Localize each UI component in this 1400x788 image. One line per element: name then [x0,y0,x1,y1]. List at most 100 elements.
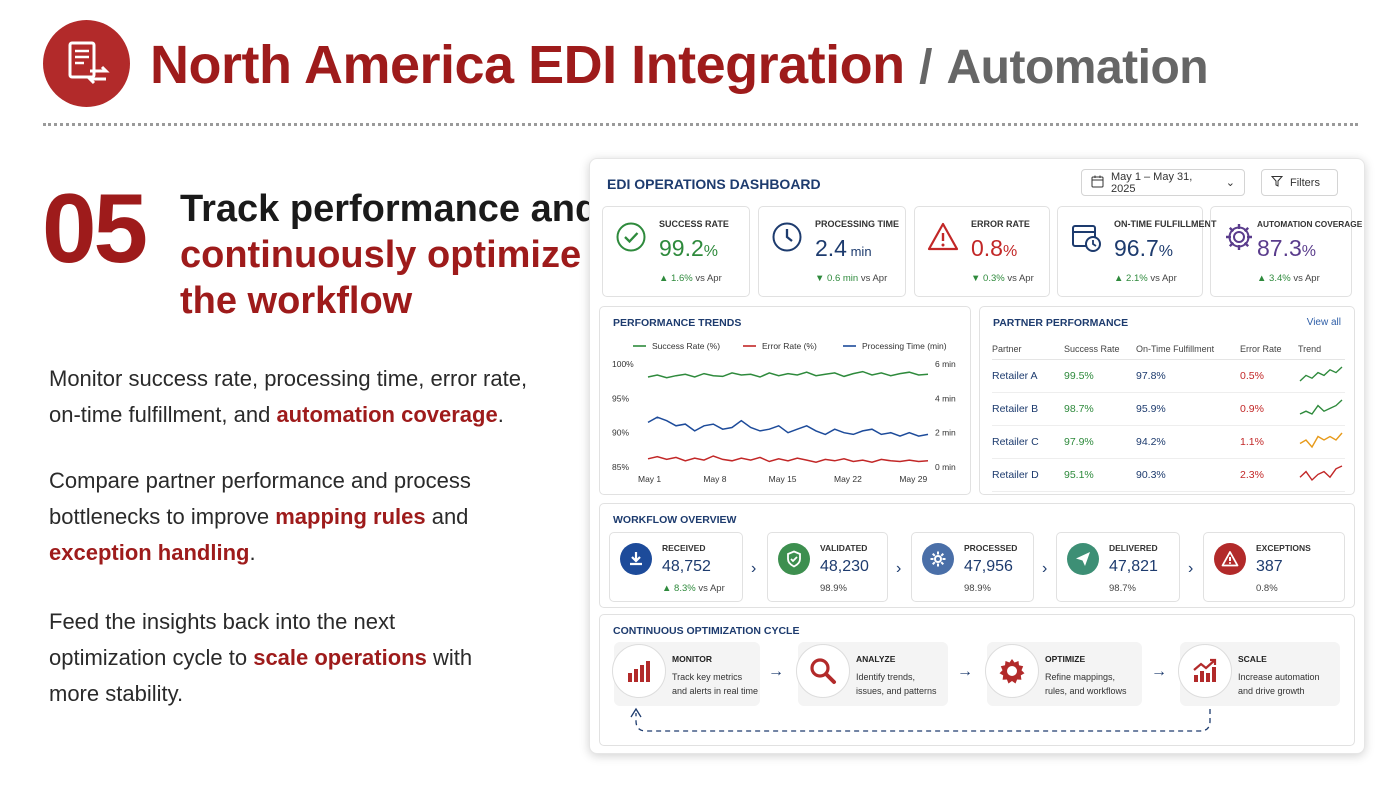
table-row[interactable]: Retailer B 98.7% 95.9% 0.9% [992,392,1345,426]
trend-sparkline [1299,399,1343,415]
cycle-step-monitor[interactable]: MONITOR Track key metrics and alerts in r… [612,642,760,706]
p2-mid: and [425,504,469,529]
p2-highlight-2: exception handling [49,540,250,565]
table-header-row: Partner Success Rate On-Time Fulfillment… [992,339,1345,360]
view-all-link[interactable]: View all [1306,317,1341,328]
partner-name: Retailer B [992,392,1064,426]
workflow-stage-exceptions[interactable]: EXCEPTIONS 387 0.8% [1203,532,1345,602]
kpi-number: 87.3 [1257,235,1302,261]
kpi-change-value: ▼ 0.6 min [815,273,859,284]
bar-chart-icon [612,644,666,698]
series-line [647,416,929,437]
stage-value: 47,821 [1109,558,1158,575]
paragraph-feed: Feed the insights back into the next opt… [49,604,509,712]
table-row[interactable]: Retailer A 99.5% 97.8% 0.5% [992,359,1345,393]
kpi-label: SUCCESS RATE [659,219,729,229]
stage-value: 387 [1256,558,1283,575]
partner-ontime: 97.8% [1136,359,1240,393]
kpi-change-vs: vs Apr [858,273,888,284]
shield-check-icon [778,543,810,575]
chevron-right-icon: › [1042,560,1048,577]
document-exchange-icon [68,41,110,84]
step-title-line1: Track performance and [180,188,599,230]
workflow-stage-validated[interactable]: VALIDATED 48,230 98.9% [767,532,888,602]
desc-line1: Track key metrics [672,672,743,682]
brand-logo [43,20,130,107]
workflow-stage-received[interactable]: RECEIVED 48,752 ▲ 8.3% vs Apr [609,532,743,602]
calendar-icon [1091,175,1104,191]
check-circle-icon [616,222,646,252]
kpi-label: ON-TIME FULFILLMENT [1114,219,1217,229]
date-range-value: May 1 – May 31, 2025 [1111,170,1193,195]
title-main: North America EDI Integration [150,35,905,95]
series-line [647,455,929,463]
cycle-step-analyze[interactable]: ANALYZE Identify trends, issues, and patt… [796,642,948,706]
kpi-change-value: ▼ 0.3% [971,273,1005,284]
kpi-change: ▲ 1.6% vs Apr [659,273,722,284]
col-on-time: On-Time Fulfillment [1136,339,1240,360]
kpi-change-vs: vs Apr [1290,273,1320,284]
workflow-title: WORKFLOW OVERVIEW [613,514,737,526]
kpi-change-vs: vs Apr [1147,273,1177,284]
workflow-stage-processed[interactable]: PROCESSED 47,956 98.9% [911,532,1034,602]
cycle-step-desc: Increase automation and drive growth [1238,670,1320,698]
sparkline-path [1299,465,1343,482]
p1-end: . [497,402,504,427]
arrow-right-icon: → [957,663,973,680]
dashboard-title: EDI OPERATIONS DASHBOARD [607,176,821,192]
kpi-unit: % [703,243,718,260]
date-range-picker[interactable]: May 1 – May 31, 2025 ⌄ [1081,169,1245,196]
cycle-step-label: SCALE [1238,654,1267,664]
cycle-step-desc: Track key metrics and alerts in real time [672,670,758,698]
workflow-stage-delivered[interactable]: DELIVERED 47,821 98.7% [1056,532,1180,602]
kpi-unit: % [1301,243,1316,260]
stage-sub-value: ▲ 8.3% [662,583,696,594]
trends-title: PERFORMANCE TRENDS [613,317,742,329]
partner-error: 1.1% [1240,425,1298,459]
stage-label: VALIDATED [820,543,868,553]
kpi-value: 2.4 min [815,235,872,262]
stage-value: 47,956 [964,558,1013,575]
cycle-step-desc: Identify trends, issues, and patterns [856,670,937,698]
kpi-change: ▼ 0.3% vs Apr [971,273,1034,284]
step-title-line2: continuously optimize [180,234,582,276]
kpi-change-value: ▲ 1.6% [659,273,693,284]
table-row[interactable]: Retailer D 95.1% 90.3% 2.3% [992,458,1345,492]
kpi-change: ▲ 3.4% vs Apr [1257,273,1320,284]
arrow-right-icon: → [1151,663,1167,680]
stage-sub: 98.9% [820,583,847,594]
step-title: Track performance and continuously optim… [180,186,598,324]
kpi-value: 87.3% [1257,235,1316,262]
step-number: 05 [42,173,148,283]
stage-sub: 98.9% [964,583,991,594]
series-line [647,370,929,379]
kpi-value: 0.8% [971,235,1017,262]
filters-button[interactable]: Filters [1261,169,1338,196]
kpi-card-automation-coverage: AUTOMATION COVERAGE 87.3% ▲ 3.4% vs Apr [1210,206,1362,297]
sparkline-path [1299,399,1343,415]
p2-text: Compare partner performance and process … [49,468,471,529]
partner-title: PARTNER PERFORMANCE [993,317,1129,329]
desc-line2: and alerts in real time [672,686,759,696]
cycle-step-optimize[interactable]: OPTIMIZE Refine mappings, rules, and work… [985,642,1142,706]
cycle-step-label: MONITOR [672,654,712,664]
dotted-divider [43,123,1358,126]
p3-end: with more stability. [49,645,473,706]
table-row[interactable]: Retailer C 97.9% 94.2% 1.1% [992,425,1345,459]
cycle-step-label: OPTIMIZE [1045,654,1086,664]
stage-label: RECEIVED [662,543,706,553]
gear-icon [922,543,954,575]
cycle-step-scale[interactable]: SCALE Increase automation and drive growt… [1178,642,1340,706]
kpi-value: 99.2% [659,235,718,262]
stage-value: 48,230 [820,558,869,575]
desc-line2: rules, and workflows [1045,686,1127,696]
partner-ontime: 90.3% [1136,458,1240,492]
desc-line2: and drive growth [1238,686,1305,696]
y-left-tick: 95% [612,393,629,403]
stage-value: 48,752 [662,558,711,575]
warning-triangle-icon [927,222,959,251]
performance-trends-panel: PERFORMANCE TRENDS Success Rate (%) Error… [599,306,971,495]
performance-trends-chart: Success Rate (%) Error Rate (%) Processing… [612,341,956,484]
paragraph-compare: Compare partner performance and process … [49,463,479,571]
cycle-step-desc: Refine mappings, rules, and workflows [1045,670,1127,698]
